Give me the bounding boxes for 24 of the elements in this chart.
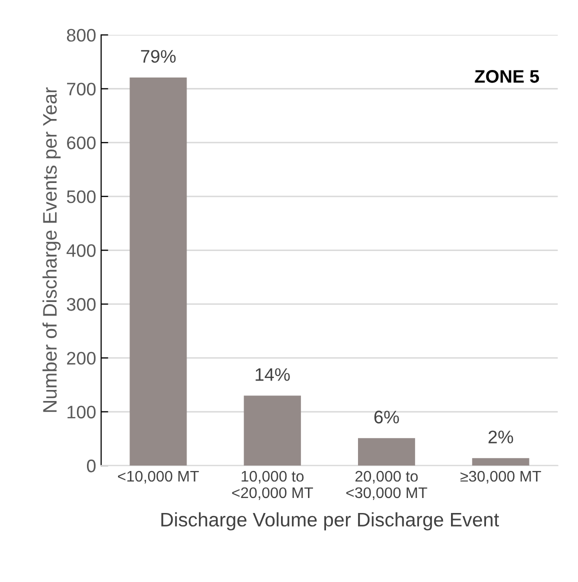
bar [358, 438, 416, 466]
y-tick-label: 0 [86, 460, 96, 472]
y-tick-label: 300 [66, 298, 96, 311]
annotation: 6% [374, 410, 399, 424]
x-tick-label: 10,000 to <20,000 MT [232, 470, 314, 500]
bar [244, 396, 301, 466]
x-axis-title: Discharge Volume per Discharge Event [161, 512, 500, 530]
annotation: 14% [256, 368, 290, 381]
y-tick-label: 800 [66, 28, 96, 42]
y-tick-label: 600 [67, 136, 96, 150]
y-axis-title: Number of Discharge Events per Year [42, 87, 61, 412]
annotation: ZONE 5 [474, 70, 540, 83]
y-tick-label: 200 [67, 352, 96, 365]
y-tick-label: 700 [67, 82, 96, 96]
y-tick-label: 500 [66, 190, 96, 204]
x-tick-label: <10,000 MT [118, 470, 199, 484]
annotation: 79% [141, 50, 176, 63]
x-tick-label: ≥30,000 MT [460, 470, 542, 484]
y-tick-label: 100 [68, 406, 96, 418]
y-tick-label: 400 [66, 244, 96, 257]
x-tick-label: 20,000 to <30,000 MT [346, 470, 428, 500]
bar [130, 77, 187, 466]
annotation: 2% [488, 430, 514, 444]
bar [472, 458, 530, 466]
